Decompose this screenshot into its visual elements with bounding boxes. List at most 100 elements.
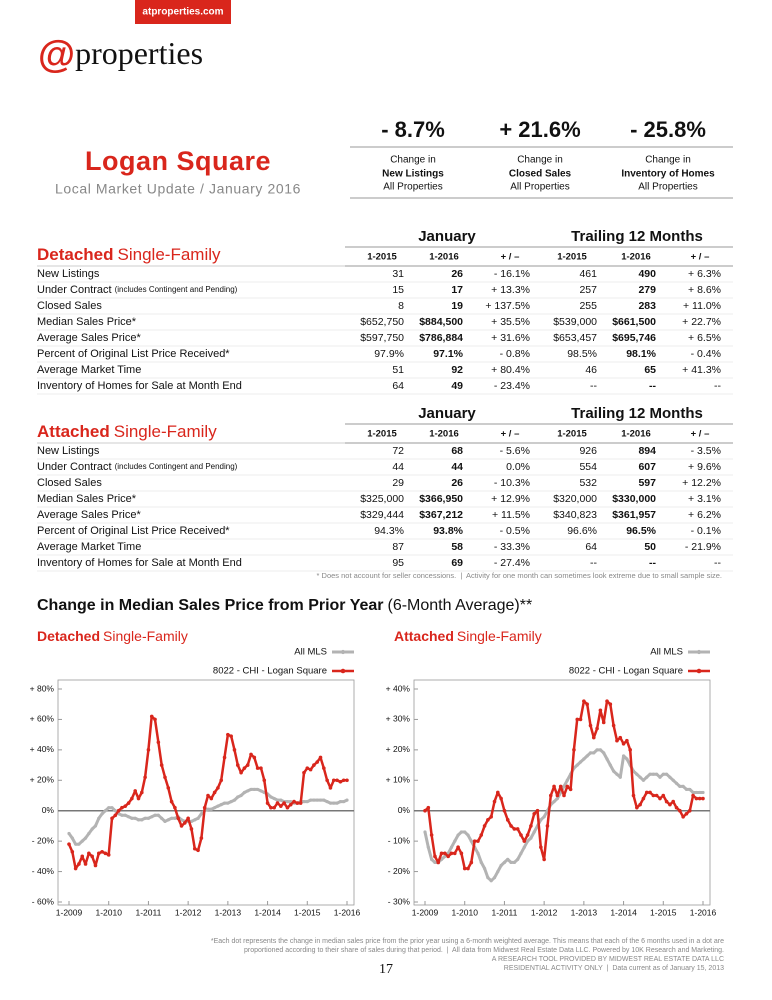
cell: + 11.0%: [683, 300, 721, 312]
data-point: [90, 827, 94, 831]
x-tick-label: 1-2014: [254, 907, 281, 917]
kpi-line: Change in: [390, 155, 436, 166]
data-point: [449, 845, 454, 849]
data-point: [153, 717, 157, 722]
data-point: [618, 775, 622, 779]
row-label-text: New Listings: [37, 445, 100, 457]
data-point: [126, 815, 131, 819]
data-point: [492, 799, 497, 804]
data-point: [239, 793, 243, 798]
group-header: January: [418, 228, 476, 245]
data-point: [621, 741, 626, 746]
kpi-value: + 21.6%: [499, 117, 580, 142]
data-point: [502, 860, 507, 865]
data-point: [426, 805, 431, 810]
cell: + 8.6%: [688, 284, 721, 296]
cell: + 9.6%: [688, 461, 721, 473]
row-label: Under Contract (includes Contingent and P…: [37, 284, 238, 296]
data-point: [651, 772, 655, 776]
data-point: [143, 816, 147, 820]
table-footnote: * Does not account for seller concession…: [317, 571, 722, 580]
data-point: [295, 801, 300, 805]
data-point: [96, 851, 101, 856]
data-point: [100, 812, 104, 816]
legend-dot: [340, 649, 346, 655]
data-point: [275, 798, 280, 802]
data-point: [160, 816, 164, 820]
x-tick-label: 1-2013: [215, 907, 242, 917]
data-point: [130, 796, 134, 801]
cell: --: [649, 557, 656, 569]
data-point: [661, 772, 665, 776]
data-point: [645, 775, 649, 779]
data-point: [140, 818, 144, 822]
y-tick-label: + 20%: [386, 744, 411, 754]
data-point: [565, 784, 570, 789]
data-point: [315, 798, 319, 802]
footer-note: A RESEARCH TOOL PROVIDED BY MIDWEST REAL…: [492, 956, 724, 963]
kpi-line: All Properties: [510, 182, 569, 193]
data-point: [625, 738, 629, 743]
column-header: 1-2015: [367, 429, 397, 440]
data-point: [302, 770, 306, 775]
data-point: [285, 799, 290, 804]
data-point: [222, 801, 227, 805]
y-tick-label: - 40%: [32, 866, 55, 876]
data-point: [671, 778, 675, 782]
data-point: [249, 787, 253, 792]
data-point: [331, 778, 336, 783]
column-header: 1-2015: [367, 252, 397, 263]
data-point: [668, 775, 672, 779]
cell: - 10.3%: [494, 477, 530, 489]
cell: + 6.3%: [688, 268, 721, 280]
data-point: [232, 748, 237, 752]
cell: 46: [585, 364, 597, 376]
column-header: 1-2016: [621, 429, 651, 440]
data-point: [189, 819, 194, 823]
data-point: [100, 849, 104, 854]
kpi-line: All Properties: [638, 182, 697, 193]
cell: 97.9%: [374, 348, 404, 360]
x-tick-label: 1-2012: [175, 907, 202, 917]
column-header: 1-2016: [429, 429, 459, 440]
data-point: [318, 798, 323, 802]
cell: 92: [451, 364, 463, 376]
column-header: + / –: [501, 252, 520, 263]
data-point: [522, 839, 527, 843]
data-point: [130, 816, 134, 820]
cell: 97.1%: [433, 348, 463, 360]
data-point: [199, 836, 204, 840]
column-header: 1-2016: [621, 252, 651, 263]
data-point: [93, 863, 98, 868]
group-header: January: [418, 405, 476, 422]
cell: 15: [392, 284, 404, 296]
row-label-text: Percent of Original List Price Received*: [37, 525, 230, 537]
data-point: [179, 818, 184, 822]
data-point: [439, 851, 444, 856]
data-point: [252, 755, 257, 760]
data-point: [562, 784, 566, 788]
data-point: [542, 857, 546, 862]
data-point: [678, 808, 682, 813]
data-point: [502, 808, 507, 813]
data-point: [509, 860, 513, 865]
plot-frame: [57, 679, 355, 906]
data-point: [206, 807, 210, 811]
row-label-text: Average Sales Price*: [37, 509, 141, 521]
y-tick-label: + 40%: [30, 744, 55, 754]
cell: 95: [392, 557, 404, 569]
data-point: [621, 754, 626, 758]
data-point: [572, 748, 576, 752]
data-point: [74, 842, 78, 846]
data-point: [565, 778, 569, 782]
data-point: [342, 799, 346, 804]
data-point: [611, 723, 616, 728]
data-point: [625, 757, 629, 761]
cell: $367,212: [419, 509, 463, 521]
data-point: [506, 857, 510, 862]
data-point: [193, 818, 197, 822]
row-label-text: Closed Sales: [37, 300, 102, 312]
data-point: [641, 778, 646, 782]
data-point: [213, 806, 217, 810]
data-point: [67, 842, 71, 846]
